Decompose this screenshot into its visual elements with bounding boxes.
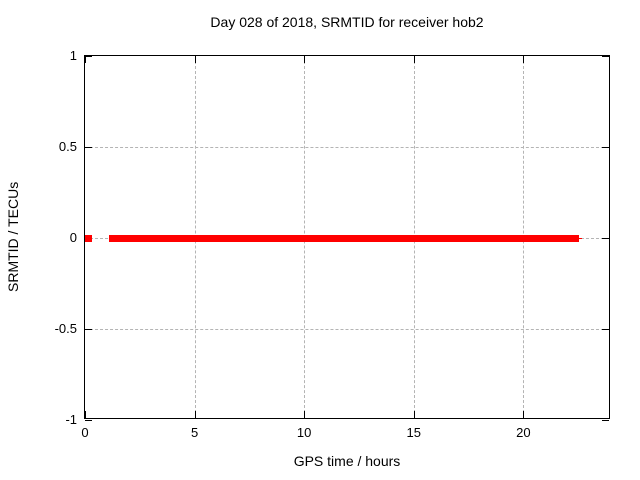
y-tick-label: -0.5 [54,321,77,336]
x-tick-label: 15 [406,425,421,440]
y-tick-right [602,329,609,330]
plot-area: 0 5 10 15 20 1 0.5 0 -0.5 -1 [55,48,610,440]
y-tick-right [602,238,609,239]
y-tick-label: -1 [65,412,77,427]
data-segment [375,235,582,242]
y-tick-left [85,329,92,330]
chart-title: Day 028 of 2018, SRMTID for receiver hob… [210,14,484,30]
y-tick-label: 0 [69,230,77,245]
data-segment [112,235,377,242]
y-tick-label: 0.5 [58,139,77,154]
y-tick-right [602,56,609,57]
y-gridline [85,329,609,330]
y-tick-label: 1 [69,48,77,63]
y-tick-right [602,147,609,148]
x-tick-bottom [85,411,86,418]
y-gridline [85,147,609,148]
y-tick-left [85,420,92,421]
data-point-marker [85,235,93,242]
x-tick-bottom [413,411,415,418]
y-tick-left [85,147,92,148]
y-axis-label: SRMTID / TECUs [5,181,21,293]
x-tick-top [523,56,525,63]
x-tick-label: 5 [190,425,199,440]
x-tick-top [304,56,306,63]
x-tick-label: 0 [81,425,89,440]
x-tick-bottom [194,411,196,418]
x-tick-top [85,56,86,63]
x-axis-label: GPS time / hours [293,453,401,469]
x-tick-bottom [523,411,525,418]
data-point-marker [373,235,381,242]
x-tick-top [194,56,196,63]
x-tick-top [413,56,415,63]
x-tick-label: 10 [296,425,312,440]
y-tick-right [602,420,609,421]
y-tick-left [85,56,92,57]
data-point-marker [108,235,116,242]
x-tick-label: 20 [516,425,531,440]
x-tick-bottom [304,411,306,418]
